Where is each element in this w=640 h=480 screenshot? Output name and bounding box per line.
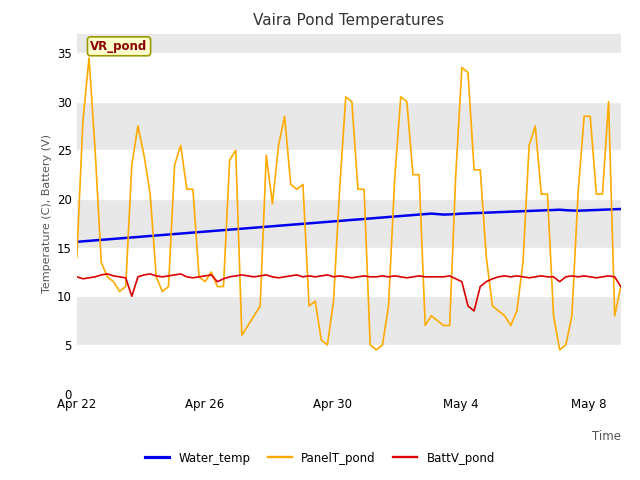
Y-axis label: Temperature (C), Battery (V): Temperature (C), Battery (V) [42,134,51,293]
Title: Vaira Pond Temperatures: Vaira Pond Temperatures [253,13,444,28]
Bar [77,53,621,102]
Bar [77,248,621,296]
Bar [77,296,621,345]
Bar [77,150,621,199]
Bar [77,34,621,53]
Bar [77,345,621,394]
Bar [77,102,621,150]
Text: Time: Time [592,430,621,443]
Text: VR_pond: VR_pond [90,40,148,53]
Legend: Water_temp, PanelT_pond, BattV_pond: Water_temp, PanelT_pond, BattV_pond [141,447,499,469]
Bar [77,199,621,248]
